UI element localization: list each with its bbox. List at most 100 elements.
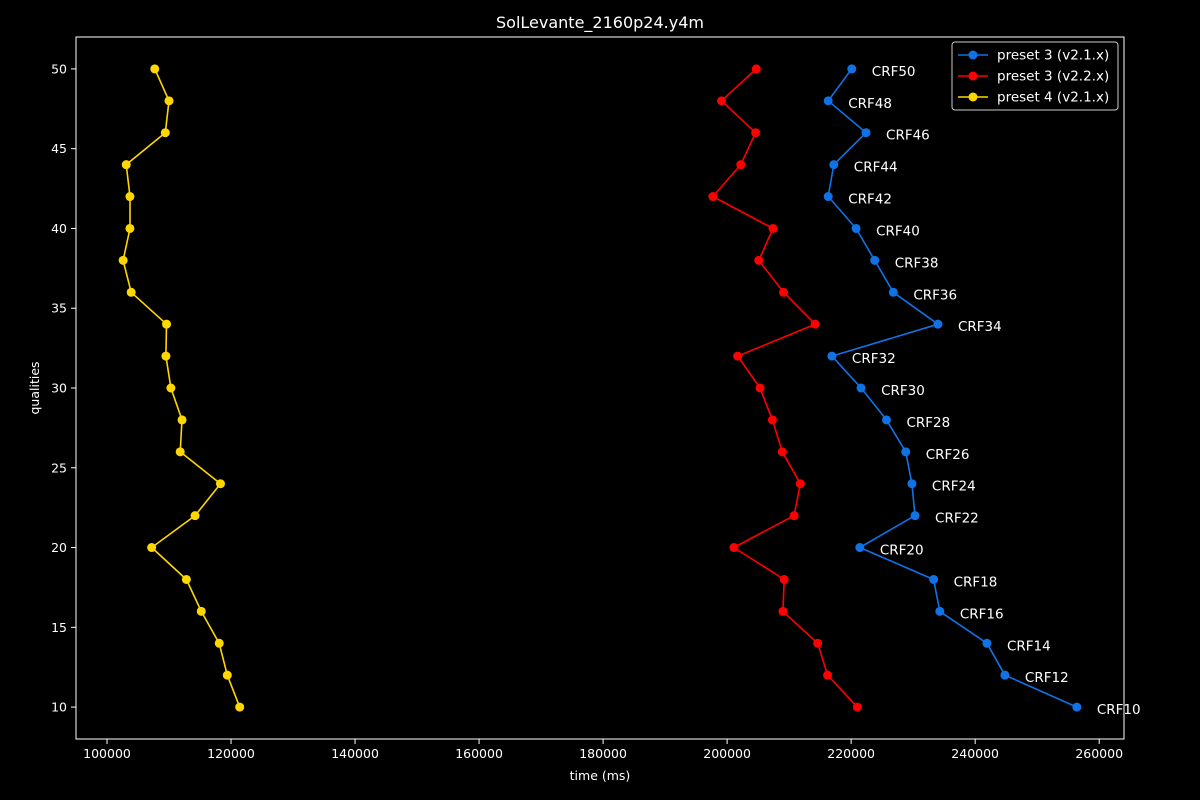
x-tick-label: 200000 [703, 746, 751, 761]
data-point [855, 543, 865, 553]
y-axis-ticks: 10 15 20 25 30 35 40 45 50 [51, 61, 76, 715]
x-tick-label: 120000 [207, 746, 255, 761]
data-point [181, 574, 191, 584]
crf-label: CRF38 [895, 255, 939, 271]
chart-title: SolLevante_2160p24.y4m [496, 13, 704, 33]
data-point [147, 543, 157, 553]
data-point [910, 511, 920, 521]
crf-label: CRF10 [1097, 702, 1141, 718]
data-point [751, 64, 761, 74]
data-point [852, 702, 862, 712]
legend-label: preset 3 (v2.1.x) [997, 48, 1109, 64]
legend-label: preset 3 (v2.2.x) [997, 69, 1109, 85]
data-point [856, 383, 866, 393]
data-point [166, 383, 176, 393]
crf-label: CRF34 [958, 319, 1002, 335]
data-point [118, 255, 128, 265]
crf-label: CRF40 [876, 223, 920, 239]
data-point [164, 96, 174, 106]
data-point [235, 702, 245, 712]
crf-label: CRF50 [872, 64, 916, 80]
data-point [789, 511, 799, 521]
data-point [162, 319, 172, 329]
y-tick-label: 45 [51, 141, 67, 156]
crf-label: CRF30 [881, 383, 925, 399]
x-tick-label: 100000 [83, 746, 131, 761]
y-tick-label: 50 [51, 61, 67, 76]
data-point [717, 96, 727, 106]
crf-label: CRF14 [1007, 638, 1051, 654]
data-point [196, 606, 206, 616]
data-point [121, 160, 131, 170]
data-point [935, 606, 945, 616]
crf-label: CRF48 [848, 96, 892, 112]
data-point [827, 351, 837, 361]
data-point [733, 351, 743, 361]
data-point [851, 223, 861, 233]
series-group [118, 64, 1082, 712]
crf-label: CRF24 [932, 479, 976, 495]
series-1 [708, 64, 862, 712]
data-point [779, 574, 789, 584]
crf-label: CRF12 [1025, 670, 1069, 686]
data-point [751, 128, 761, 138]
data-point [177, 415, 187, 425]
series-2 [118, 64, 245, 712]
data-point [888, 287, 898, 297]
data-point [829, 160, 839, 170]
data-point [768, 223, 778, 233]
data-point [823, 192, 833, 202]
data-point [901, 447, 911, 457]
x-tick-label: 260000 [1075, 746, 1123, 761]
y-tick-label: 30 [51, 381, 67, 396]
data-point [861, 128, 871, 138]
data-point [125, 223, 135, 233]
data-point [175, 447, 185, 457]
legend-marker [968, 92, 978, 102]
data-point [161, 351, 171, 361]
y-tick-label: 20 [51, 540, 67, 555]
data-point [755, 383, 765, 393]
data-point [982, 638, 992, 648]
data-point [847, 64, 857, 74]
data-point [215, 479, 225, 489]
y-tick-label: 10 [51, 700, 67, 715]
crf-label: CRF16 [960, 606, 1004, 622]
x-tick-label: 140000 [331, 746, 379, 761]
data-point [150, 64, 160, 74]
x-tick-label: 240000 [951, 746, 999, 761]
crf-label: CRF46 [886, 128, 930, 144]
point-labels: CRF50 CRF48 CRF46 CRF44 CRF42 CRF40 CRF38 CRF36… [848, 64, 1140, 718]
data-point [190, 511, 200, 521]
data-point [870, 255, 880, 265]
x-axis-label: time (ms) [570, 768, 631, 783]
series-0 [823, 64, 1082, 712]
y-tick-label: 15 [51, 620, 67, 635]
y-tick-label: 25 [51, 460, 67, 475]
legend: preset 3 (v2.1.x) preset 3 (v2.2.x) preset… [951, 41, 1119, 111]
legend-marker [968, 71, 978, 81]
crf-label: CRF22 [935, 511, 979, 527]
data-point [160, 128, 170, 138]
data-point [1072, 702, 1082, 712]
crf-label: CRF26 [926, 447, 970, 463]
data-point [810, 319, 820, 329]
x-tick-label: 220000 [827, 746, 875, 761]
legend-entries: preset 3 (v2.1.x) preset 3 (v2.2.x) preset… [958, 48, 1109, 106]
crf-label: CRF32 [852, 351, 896, 367]
y-tick-label: 40 [51, 221, 67, 236]
data-point [778, 606, 788, 616]
data-point [933, 319, 943, 329]
data-point [929, 574, 939, 584]
legend-box [951, 41, 1119, 111]
data-point [823, 96, 833, 106]
crf-label: CRF18 [954, 574, 998, 590]
data-point [881, 415, 891, 425]
data-point [813, 638, 823, 648]
x-tick-label: 160000 [455, 746, 503, 761]
crf-label: CRF44 [854, 160, 898, 176]
crf-label: CRF20 [880, 543, 924, 559]
data-point [222, 670, 232, 680]
data-point [823, 670, 833, 680]
